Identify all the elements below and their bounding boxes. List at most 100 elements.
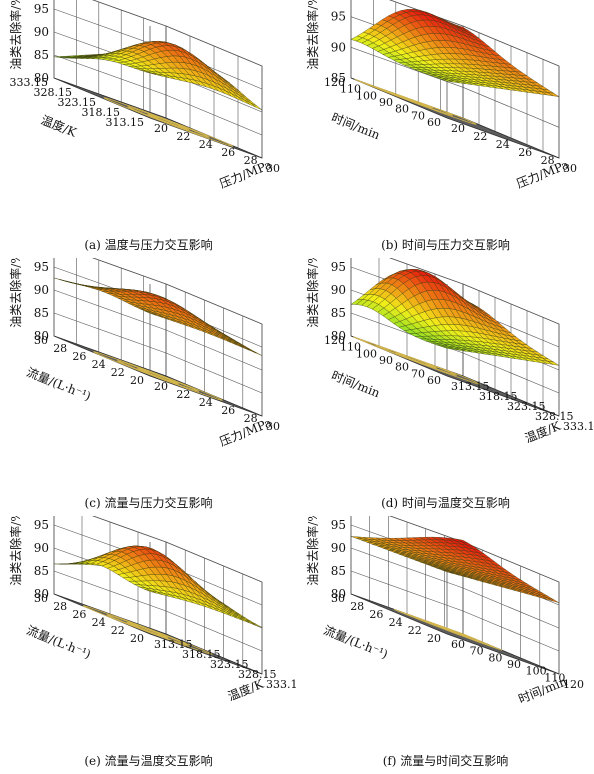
left-tick-label: 26 bbox=[369, 608, 383, 621]
right-tick-label: 24 bbox=[199, 138, 213, 151]
left-tick-label: 30 bbox=[331, 592, 345, 605]
surface-cell bbox=[441, 569, 454, 574]
z-tick-label: 90 bbox=[34, 25, 49, 39]
left-tick-label: 120 bbox=[324, 76, 345, 89]
right-tick-label: 100 bbox=[526, 665, 547, 678]
right-tick-label: 328.15 bbox=[238, 668, 277, 681]
surface-mesh bbox=[53, 277, 263, 356]
right-tick-label: 26 bbox=[221, 404, 235, 417]
left-tick-label: 318.15 bbox=[82, 106, 121, 119]
floor-contours bbox=[82, 605, 213, 655]
right-tick-label: 333.15 bbox=[563, 420, 594, 433]
z-tick-label: 80 bbox=[34, 587, 49, 601]
surface-chart-a: 80859095100油类去除率/%313.15318.15323.15328.… bbox=[8, 0, 280, 191]
right-axis-ticks: 20 22 24 26 28 30 bbox=[451, 122, 577, 175]
z-tick-label: 90 bbox=[331, 283, 346, 297]
z-tick-label: 85 bbox=[331, 564, 346, 578]
right-tick-label: 90 bbox=[507, 658, 521, 671]
z-tick-label: 95 bbox=[331, 260, 346, 274]
left-axis-ticks: 20 22 24 26 28 30 bbox=[34, 592, 144, 645]
right-tick-label: 26 bbox=[221, 146, 235, 159]
z-tick-label: 95 bbox=[34, 518, 49, 532]
floor-contours bbox=[354, 78, 477, 125]
right-tick-label: 22 bbox=[176, 388, 190, 401]
surface-chart-e: 80859095100油类去除率/%202224262830流量/(L·h⁻¹)… bbox=[8, 516, 297, 704]
right-axis-label: 时间/min bbox=[516, 674, 569, 706]
z-ticks: 80859095100 bbox=[34, 260, 49, 343]
right-tick-label: 26 bbox=[518, 146, 532, 159]
contour-line bbox=[393, 608, 503, 651]
left-tick-label: 28 bbox=[350, 600, 364, 613]
z-tick-label: 90 bbox=[331, 541, 346, 555]
right-tick-label: 24 bbox=[199, 396, 213, 409]
surface-mesh bbox=[350, 9, 560, 97]
caption-f: (f) 流量与时间交互影响 bbox=[382, 754, 509, 768]
z-tick-label: 90 bbox=[34, 283, 49, 297]
left-tick-label: 80 bbox=[395, 103, 409, 116]
floor-contours bbox=[393, 608, 503, 651]
surface-cell bbox=[144, 589, 157, 594]
z-tick-label: 95 bbox=[34, 2, 49, 16]
caption-c: (c) 流量与压力交互影响 bbox=[84, 496, 213, 510]
left-tick-label: 70 bbox=[411, 367, 425, 380]
surface-mesh bbox=[350, 536, 560, 603]
surface-cell bbox=[144, 310, 157, 316]
left-axis-ticks: 20 22 24 26 28 30 bbox=[34, 334, 144, 387]
z-tick-label: 95 bbox=[331, 518, 346, 532]
z-ticks: 80859095100 bbox=[331, 518, 346, 601]
z-tick-label: 80 bbox=[331, 329, 346, 343]
right-tick-label: 20 bbox=[451, 122, 465, 135]
z-tick-label: 95 bbox=[34, 260, 49, 274]
z-tick-label: 80 bbox=[34, 329, 49, 343]
left-tick-label: 22 bbox=[408, 624, 422, 637]
contour-line bbox=[354, 78, 477, 125]
surface-mesh bbox=[53, 41, 263, 111]
surface-mesh bbox=[53, 545, 263, 628]
right-tick-label: 28 bbox=[244, 154, 258, 167]
panel-a: 80859095100油类去除率/%313.15318.15323.15328.… bbox=[0, 0, 297, 258]
left-tick-label: 24 bbox=[92, 358, 106, 371]
z-axis-label: 油类去除率/% bbox=[305, 258, 320, 328]
surface-cell bbox=[441, 346, 454, 350]
left-tick-label: 28 bbox=[53, 342, 67, 355]
left-tick-label: 120 bbox=[324, 334, 345, 347]
z-ticks: 80859095100 bbox=[34, 518, 49, 601]
caption-d: (d) 时间与温度交互影响 bbox=[381, 496, 510, 510]
right-tick-label: 318.15 bbox=[182, 648, 221, 661]
left-tick-label: 26 bbox=[72, 350, 86, 363]
left-tick-label: 60 bbox=[427, 116, 441, 129]
left-axis-ticks: 20 22 24 26 28 30 bbox=[331, 592, 441, 645]
right-tick-label: 333.15 bbox=[266, 678, 297, 691]
left-tick-label: 110 bbox=[340, 341, 361, 354]
right-axis-ticks: 20 22 24 26 28 30 bbox=[154, 122, 280, 175]
left-tick-label: 80 bbox=[395, 361, 409, 374]
caption-a: (a) 温度与压力交互影响 bbox=[84, 238, 213, 252]
floor-contours bbox=[103, 97, 234, 147]
right-tick-label: 60 bbox=[451, 638, 465, 651]
z-tick-label: 80 bbox=[34, 71, 49, 85]
left-axis-label: 流量/(L·h⁻¹) bbox=[25, 623, 93, 661]
right-axis-ticks: 20 22 24 26 28 30 bbox=[154, 380, 280, 433]
left-axis-label: 时间/min bbox=[329, 368, 382, 400]
surface-chart-f: 80 85 90 95 100 油类去除率/% 20 22 24 26 28 30 流量/(L·h⁻¹)… bbox=[305, 516, 584, 706]
left-tick-label: 20 bbox=[130, 374, 144, 387]
right-tick-label: 20 bbox=[154, 380, 168, 393]
surface-mesh bbox=[350, 269, 560, 366]
right-tick-label: 313.15 bbox=[154, 638, 193, 651]
right-tick-label: 30 bbox=[563, 162, 577, 175]
left-tick-label: 328.15 bbox=[34, 86, 73, 99]
left-tick-label: 323.15 bbox=[58, 96, 97, 109]
contour-line bbox=[147, 113, 190, 131]
left-tick-label: 313.15 bbox=[106, 116, 145, 129]
left-axis-label: 时间/min bbox=[329, 110, 382, 142]
left-tick-label: 20 bbox=[427, 632, 441, 645]
left-axis-label: 流量/(L·h⁻¹) bbox=[322, 623, 390, 661]
z-tick-label: 90 bbox=[34, 541, 49, 555]
left-tick-label: 24 bbox=[389, 616, 403, 629]
left-tick-label: 22 bbox=[111, 624, 125, 637]
panel-d: 80 85 90 95 100 油类去除率/% 60708090100110120时间/mi… bbox=[297, 258, 594, 516]
